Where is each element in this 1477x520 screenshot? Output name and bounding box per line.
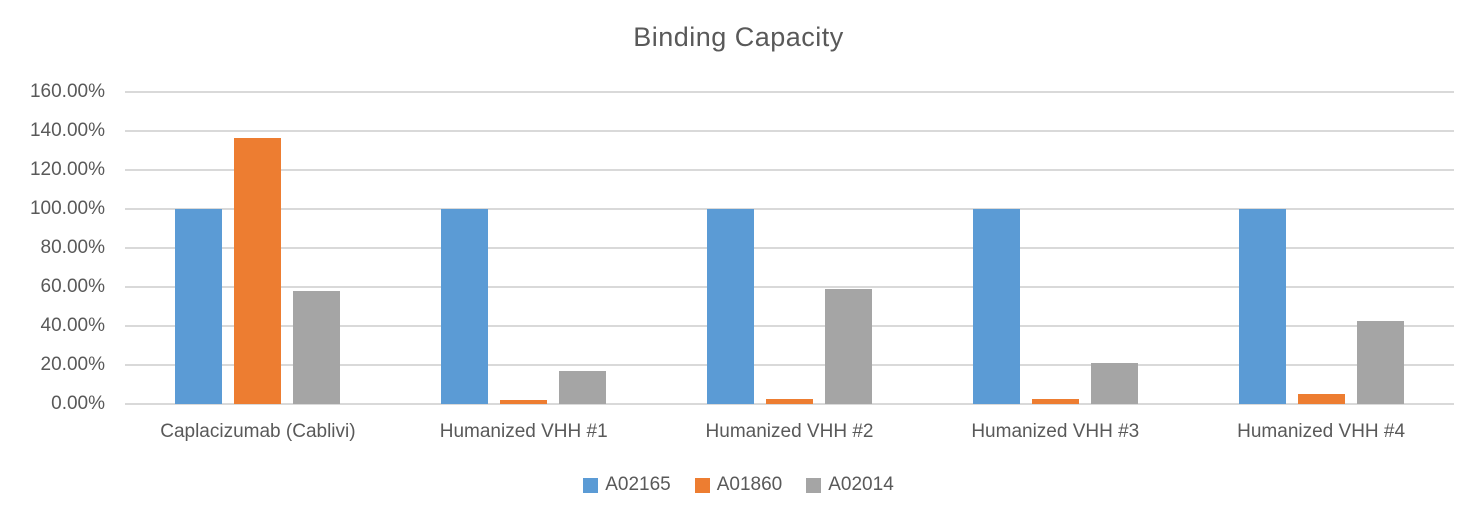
bar-A02165 <box>972 209 1020 404</box>
chart-title: Binding Capacity <box>633 22 844 52</box>
bar-A01860 <box>234 137 282 404</box>
legend-label: A02165 <box>605 474 671 495</box>
y-tick-label: 100.00% <box>29 198 105 219</box>
x-tick-label: Humanized VHH #4 <box>1237 421 1406 442</box>
bar-group <box>391 92 657 404</box>
x-axis: Caplacizumab (Cablivi) Humanized VHH #1 Hu… <box>125 421 1454 451</box>
bar-group <box>125 92 391 404</box>
gridline <box>125 91 1454 93</box>
gridline <box>125 247 1454 249</box>
bar-A01860 <box>1031 399 1079 404</box>
y-tick-label: 0.00% <box>51 393 105 414</box>
legend-swatch-icon <box>583 477 599 493</box>
gridline <box>125 364 1454 366</box>
legend-item: A02014 <box>806 474 894 496</box>
legend-label: A02014 <box>828 474 894 495</box>
legend-item: A02165 <box>583 474 671 496</box>
gridline <box>125 130 1454 132</box>
bar-A02165 <box>441 209 489 404</box>
y-axis: 160.00% 140.00% 120.00% 100.00% 80.00% 60.00%… <box>0 81 105 414</box>
x-tick-label: Caplacizumab (Cablivi) <box>160 421 356 442</box>
x-axis-line <box>125 403 1454 405</box>
y-tick-label: 20.00% <box>40 354 105 375</box>
legend-label: A01860 <box>716 474 783 495</box>
x-tick-label: Humanized VHH #1 <box>439 421 608 442</box>
bar-group <box>1188 92 1454 404</box>
y-tick-label: 40.00% <box>40 315 105 336</box>
bar-group <box>922 92 1188 404</box>
x-tick-label: Humanized VHH #3 <box>971 421 1140 442</box>
y-tick-label: 80.00% <box>40 237 105 258</box>
bar-A01860 <box>1297 393 1345 404</box>
bar-groups <box>125 92 1454 404</box>
y-tick-label: 140.00% <box>29 120 105 141</box>
y-tick-label: 160.00% <box>29 81 105 102</box>
gridline <box>125 208 1454 210</box>
bar-A02014 <box>1356 320 1404 404</box>
bar-A02165 <box>706 209 754 404</box>
gridline <box>125 169 1454 171</box>
bar-A01860 <box>765 398 813 404</box>
legend-swatch-icon <box>806 477 822 493</box>
plot-area <box>125 91 1454 405</box>
bar-A02165 <box>1238 209 1286 404</box>
gridline <box>125 286 1454 288</box>
legend: A02165 A01860 A02014 <box>0 474 1477 496</box>
x-tick-label: Humanized VHH #2 <box>705 421 874 442</box>
bar-group <box>657 92 923 404</box>
bar-A01860 <box>500 400 548 404</box>
y-tick-label: 60.00% <box>40 276 105 297</box>
legend-item: A01860 <box>694 474 783 496</box>
legend-swatch-icon <box>694 477 710 493</box>
gridline <box>125 325 1454 327</box>
bar-A02014 <box>293 291 341 404</box>
bar-A02165 <box>175 209 223 404</box>
y-tick-label: 120.00% <box>29 159 105 180</box>
bar-A02014 <box>559 371 607 404</box>
bar-A02014 <box>824 289 872 404</box>
bar-A02014 <box>1090 362 1138 404</box>
